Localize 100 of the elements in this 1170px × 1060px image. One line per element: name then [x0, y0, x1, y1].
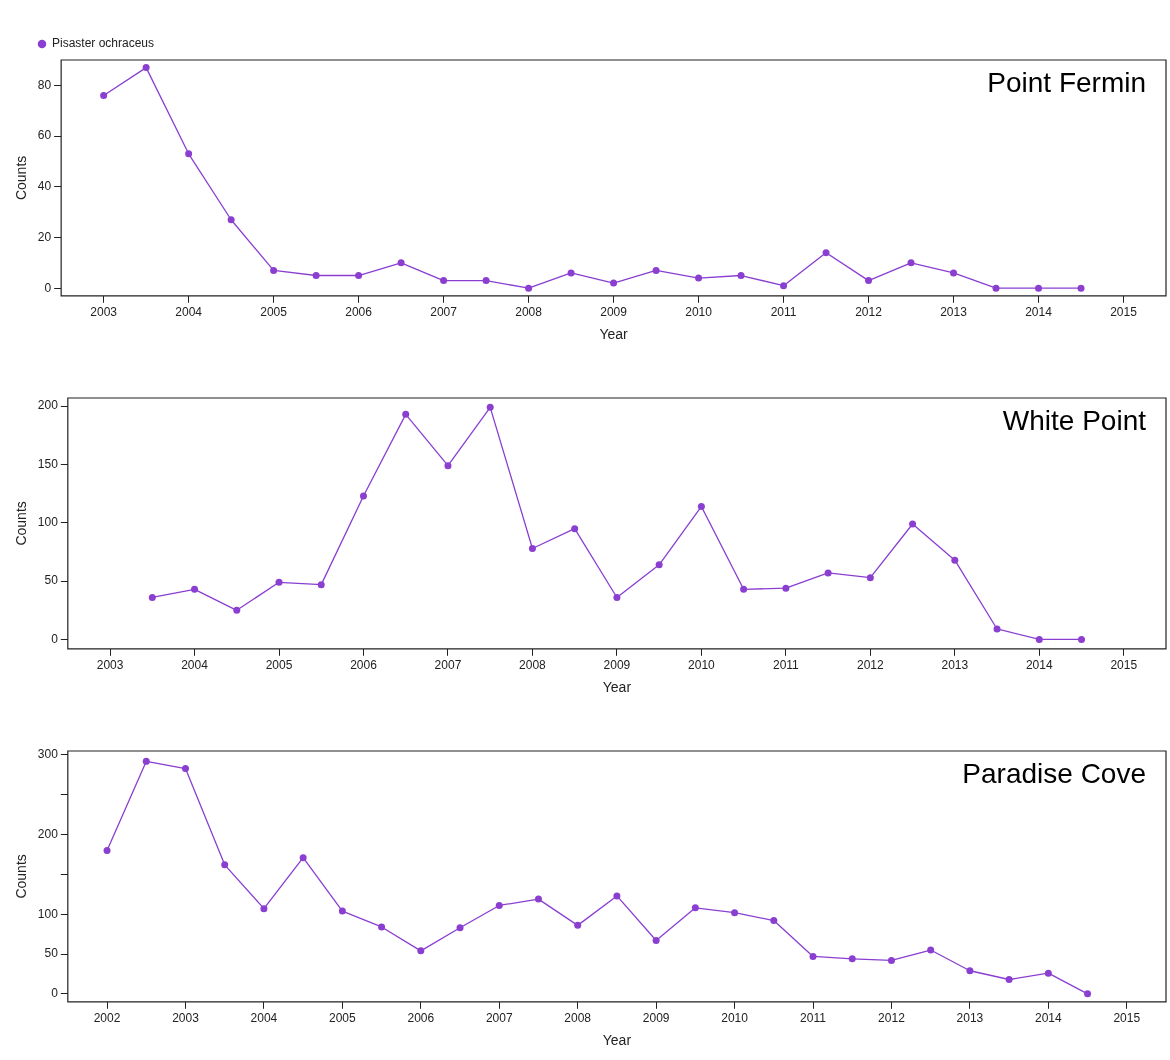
y-tick-label: 0	[44, 280, 52, 295]
point	[782, 584, 790, 592]
point	[571, 525, 579, 533]
y-tick-label: 300	[37, 747, 59, 762]
y-tick-label: 0	[51, 986, 59, 1001]
point	[574, 921, 582, 929]
point	[260, 905, 268, 913]
x-tick-label: 2005	[265, 658, 293, 673]
point	[482, 277, 490, 285]
point	[142, 757, 150, 765]
point	[966, 967, 974, 975]
x-tick-label: 2010	[688, 658, 716, 673]
point	[865, 277, 873, 285]
point	[824, 569, 832, 577]
y-tick-label: 200	[37, 398, 59, 413]
point	[378, 923, 386, 931]
y-axis-title: Counts	[13, 155, 30, 201]
point	[697, 502, 705, 510]
point	[691, 904, 699, 912]
point	[185, 150, 193, 158]
y-tick-label: 100	[37, 515, 59, 530]
x-tick-label: 2004	[250, 1011, 278, 1026]
point	[495, 901, 503, 909]
point	[456, 924, 464, 932]
point	[950, 269, 958, 277]
point	[486, 403, 494, 411]
x-tick-label: 2004	[181, 658, 209, 673]
point	[887, 956, 895, 964]
point	[907, 259, 915, 267]
point	[992, 284, 1000, 292]
point	[402, 410, 410, 418]
x-tick-label: 2006	[350, 658, 378, 673]
point	[1035, 635, 1043, 643]
x-tick-label: 2012	[856, 658, 885, 673]
point	[355, 272, 363, 280]
y-tick-label: 80	[37, 77, 52, 92]
x-tick-label: 2010	[685, 305, 713, 320]
point	[270, 266, 278, 274]
chart-title: White Point	[1002, 404, 1147, 436]
x-tick-label: 2007	[485, 1011, 513, 1026]
x-tick-label: 2009	[600, 305, 628, 320]
point	[1035, 284, 1043, 292]
point	[909, 520, 917, 528]
x-tick-label: 2014	[1034, 1011, 1063, 1026]
x-tick-label: 2013	[940, 305, 968, 320]
x-tick-label: 2006	[345, 305, 373, 320]
point	[951, 556, 959, 564]
point	[740, 585, 748, 593]
point	[227, 216, 235, 224]
x-tick-label: 2006	[407, 1011, 435, 1026]
x-tick-label: 2012	[855, 305, 883, 320]
point	[1077, 284, 1085, 292]
point	[142, 64, 150, 72]
point	[417, 947, 425, 955]
x-tick-label: 2011	[800, 1011, 827, 1026]
x-tick-label: 2005	[260, 305, 288, 320]
x-tick-label: 2004	[175, 305, 203, 320]
y-tick-label: 50	[44, 946, 59, 961]
y-axis-title: Counts	[13, 854, 30, 899]
x-tick-label: 2011	[770, 305, 797, 320]
y-tick-label: 50	[44, 573, 59, 588]
point	[534, 895, 542, 903]
x-tick-label: 2013	[956, 1011, 984, 1026]
point	[613, 892, 621, 900]
x-tick-label: 2007	[430, 305, 458, 320]
point	[525, 284, 533, 292]
x-tick-label: 2002	[93, 1011, 121, 1026]
chart-title: Paradise Cove	[962, 757, 1146, 789]
point	[338, 907, 346, 915]
point	[233, 606, 241, 614]
x-tick-label: 2008	[515, 305, 543, 320]
x-tick-label: 2003	[90, 305, 118, 320]
y-tick-label: 150	[37, 456, 59, 471]
x-tick-label: 2015	[1113, 1011, 1141, 1026]
x-tick-label: 2007	[434, 658, 462, 673]
point	[359, 492, 367, 500]
y-axis-title: Counts	[13, 501, 30, 546]
x-tick-label: 2015	[1110, 305, 1138, 320]
point	[567, 269, 575, 277]
x-axis-title: Year	[599, 326, 629, 343]
point	[822, 249, 830, 257]
point	[652, 266, 660, 274]
point	[191, 585, 199, 593]
point	[181, 765, 189, 773]
x-tick-label: 2009	[642, 1011, 670, 1026]
x-axis-title: Year	[602, 679, 632, 696]
point	[731, 909, 739, 917]
x-tick-label: 2013	[941, 658, 969, 673]
x-tick-label: 2012	[878, 1011, 906, 1026]
point	[1005, 976, 1013, 984]
x-tick-label: 2010	[721, 1011, 749, 1026]
x-tick-label: 2015	[1110, 658, 1138, 673]
point	[927, 946, 935, 954]
chart-title: Point Fermin	[987, 66, 1146, 98]
point	[652, 936, 660, 944]
point	[993, 625, 1001, 633]
point	[1078, 635, 1086, 643]
x-tick-label: 2014	[1025, 658, 1053, 673]
x-tick-label: 2014	[1025, 305, 1053, 320]
x-tick-label: 2009	[603, 658, 631, 673]
